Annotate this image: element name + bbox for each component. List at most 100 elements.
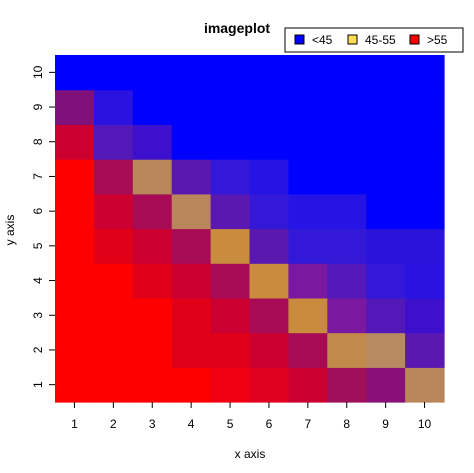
legend-swatch [347, 34, 358, 45]
heatmap-cell-x3-y4 [132, 263, 173, 299]
x-tick-label: 10 [418, 417, 432, 431]
heatmap-cell-x3-y7 [132, 159, 173, 195]
heatmap-cell-x10-y5 [405, 228, 445, 264]
heatmap-cell-x7-y3 [288, 297, 328, 334]
heatmap-cell-x6-y4 [249, 263, 289, 299]
y-tick-label: 3 [31, 312, 45, 319]
heatmap-cell-x5-y10 [210, 55, 251, 91]
heatmap-cell-x10-y2 [405, 332, 445, 368]
heatmap-cell-x1-y8 [55, 124, 95, 160]
heatmap-cell-x8-y8 [327, 124, 367, 160]
heatmap-cell-x9-y1 [366, 367, 406, 403]
heatmap-cell-x5-y6 [210, 193, 251, 230]
heatmap-cell-x1-y10 [55, 55, 95, 91]
heatmap-cell-x4-y6 [171, 193, 212, 230]
y-tick-label: 5 [31, 242, 45, 249]
heatmap-cell-x3-y3 [132, 297, 173, 334]
heatmap-cell-x3-y1 [132, 367, 173, 403]
heatmap-cell-x5-y4 [210, 263, 251, 299]
heatmap-cell-x2-y1 [93, 367, 134, 403]
x-tick-label: 4 [188, 417, 195, 431]
heatmap-cell-x7-y4 [288, 263, 328, 299]
y-tick-label: 8 [31, 138, 45, 145]
heatmap-cell-x8-y4 [327, 263, 367, 299]
heatmap-cell-x10-y10 [405, 55, 445, 91]
x-tick-label: 2 [110, 417, 117, 431]
y-axis-title: y axis [3, 215, 17, 246]
heatmap-cell-x7-y5 [288, 228, 328, 264]
x-tick-label: 3 [149, 417, 156, 431]
heatmap-cell-x8-y2 [327, 332, 367, 368]
heatmap-cell-x1-y6 [55, 193, 95, 230]
heatmap-cell-x9-y2 [366, 332, 406, 368]
heatmap-cell-x4-y10 [171, 55, 212, 91]
heatmap-cell-x2-y2 [93, 332, 134, 368]
y-tick-label: 4 [31, 277, 45, 284]
heatmap-cell-x3-y5 [132, 228, 173, 264]
heatmap-cell-x5-y2 [210, 332, 251, 368]
heatmap-cell-x8-y7 [327, 159, 367, 195]
chart-title: imageplot [204, 20, 270, 36]
heatmap-cell-x3-y8 [132, 124, 173, 160]
heatmap-cell-x8-y3 [327, 297, 367, 334]
heatmap-cell-x4-y2 [171, 332, 212, 368]
heatmap-cell-x10-y3 [405, 297, 445, 334]
heatmap-cell-x4-y1 [171, 367, 212, 403]
x-axis-title: x axis [235, 447, 266, 461]
y-tick-label: 6 [31, 207, 45, 214]
heatmap-cell-x9-y6 [366, 193, 406, 230]
heatmap-cell-x8-y6 [327, 193, 367, 230]
x-tick-label: 8 [343, 417, 350, 431]
legend-swatch [409, 34, 420, 45]
heatmap-cell-x7-y9 [288, 89, 328, 125]
heatmap-cell-x10-y9 [405, 89, 445, 125]
heatmap-cell-x10-y1 [405, 367, 445, 403]
heatmap-cell-x2-y4 [93, 263, 134, 299]
legend-box [284, 27, 464, 53]
y-tick-label: 1 [31, 381, 45, 388]
heatmap-cell-x2-y9 [93, 89, 134, 125]
x-tick-label: 6 [266, 417, 273, 431]
heatmap-cell-x8-y9 [327, 89, 367, 125]
heatmap-cell-x4-y8 [171, 124, 212, 160]
y-tick-label: 9 [31, 103, 45, 110]
heatmap-cell-x2-y7 [93, 159, 134, 195]
heatmap-cell-x9-y4 [366, 263, 406, 299]
heatmap-cell-x10-y8 [405, 124, 445, 160]
heatmap-cell-x1-y3 [55, 297, 95, 334]
legend-label: <45 [312, 33, 333, 47]
heatmap-cell-x6-y1 [249, 367, 289, 403]
heatmap-cell-x9-y9 [366, 89, 406, 125]
heatmap-cell-x8-y5 [327, 228, 367, 264]
legend-label: 45-55 [365, 33, 396, 47]
heatmap-cell-x6-y7 [249, 159, 289, 195]
heatmap-cell-x1-y7 [55, 159, 95, 195]
heatmap-cell-x4-y9 [171, 89, 212, 125]
heatmap-cell-x6-y10 [249, 55, 289, 91]
heatmap-cell-x4-y3 [171, 297, 212, 334]
heatmap-cell-x9-y10 [366, 55, 406, 91]
heatmap-cell-x1-y2 [55, 332, 95, 368]
heatmap-cell-x5-y3 [210, 297, 251, 334]
heatmap-cell-x6-y6 [249, 193, 289, 230]
x-tick-label: 5 [227, 417, 234, 431]
heatmap-cell-x2-y6 [93, 193, 134, 230]
legend-swatch [294, 34, 305, 45]
heatmap-cell-x5-y1 [210, 367, 251, 403]
heatmap-cell-x5-y9 [210, 89, 251, 125]
heatmap-cell-x3-y9 [132, 89, 173, 125]
heatmap-cell-x2-y3 [93, 297, 134, 334]
heatmap-cell-x9-y7 [366, 159, 406, 195]
heatmap-cell-x6-y5 [249, 228, 289, 264]
heatmap-cell-x8-y10 [327, 55, 367, 91]
axis-ticks: 1 2 3 4 5 6 7 8 9 10 1 2 3 4 5 6 7 8 9 10 [31, 65, 432, 431]
y-tick-label: 7 [31, 173, 45, 180]
heatmap-cell-x5-y8 [210, 124, 251, 160]
heatmap-cells [55, 55, 445, 403]
heatmap-cell-x8-y1 [327, 367, 367, 403]
y-tick-label: 2 [31, 346, 45, 353]
heatmap-cell-x6-y9 [249, 89, 289, 125]
heatmap-cell-x2-y5 [93, 228, 134, 264]
